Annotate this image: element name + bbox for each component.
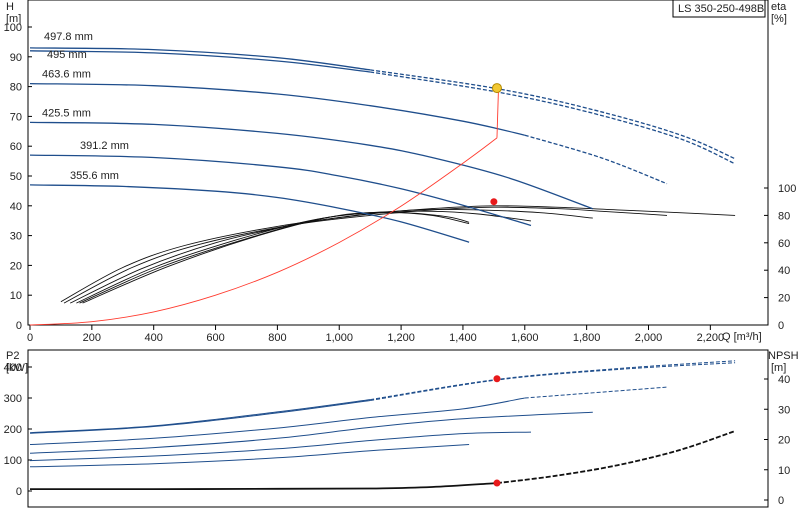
model-label: LS 350-250-498B [678, 3, 764, 15]
y-tick-label: 70 [10, 111, 22, 123]
npsh-axis-label-line1: NPSH [768, 350, 799, 362]
p2-tick-label: 300 [4, 393, 22, 405]
npsh-axis-label-line2: [m] [771, 362, 786, 374]
p2-tick-label: 200 [4, 424, 22, 436]
y-tick-label: 90 [10, 52, 22, 64]
x-tick-label: 800 [268, 332, 286, 344]
y-tick-label: 80 [10, 82, 22, 94]
x-axis-label: Q [m³/h] [722, 331, 762, 343]
power-curve-1-extended [370, 362, 736, 401]
head-curve-label: 425.5 mm [42, 107, 91, 119]
y2-tick-label: 80 [778, 210, 790, 222]
y2-tick-label: 60 [778, 238, 790, 250]
top-plot: 0 200 400 600 800 1,000 1,200 1,400 1,600 1,800 2,… [4, 0, 796, 344]
head-curve-4 [29, 154, 532, 227]
power-curve-3 [29, 411, 593, 454]
x-tick-label: 1,400 [449, 332, 477, 344]
top-plot-frame [27, 0, 769, 326]
system-curve-tail [496, 88, 499, 138]
head-curve-2-extended [524, 134, 668, 185]
npsh-tick-label: 0 [778, 495, 784, 507]
efficiency-curve-2 [70, 208, 593, 304]
operating-point-efficiency [490, 198, 498, 206]
head-curve-label: 355.6 mm [70, 170, 119, 182]
npsh-tick-label: 20 [778, 435, 790, 447]
y-tick-label: 50 [10, 171, 22, 183]
head-curve-2 [29, 82, 525, 136]
npsh-tick-label: 30 [778, 404, 790, 416]
npsh-tick-label: 40 [778, 374, 790, 386]
head-curve-1-extended [370, 71, 736, 165]
y-tick-label: 60 [10, 141, 22, 153]
x-tick-label: 2,200 [697, 332, 725, 344]
head-curve-label: 495 mm [47, 49, 87, 61]
p2-tick-label: 400 [4, 362, 22, 374]
y2-tick-label: 40 [778, 265, 790, 277]
p2-axis-label-line1: P2 [6, 350, 19, 362]
x-tick-label: 600 [206, 332, 224, 344]
p2-tick-label: 100 [4, 455, 22, 467]
system-curve [29, 137, 498, 326]
y-tick-label: 0 [16, 320, 22, 332]
y-tick-label: 100 [4, 22, 22, 34]
power-curve-5 [29, 444, 470, 468]
x-tick-label: 1,000 [325, 332, 353, 344]
x-tick-label: 1,200 [387, 332, 415, 344]
y-axis-label-line1: H [6, 1, 14, 13]
y-tick-label: 30 [10, 231, 22, 243]
efficiency-curve-5 [82, 211, 470, 304]
power-curve-2 [29, 397, 525, 445]
operating-point-npsh [493, 479, 501, 487]
x-tick-label: 2,000 [635, 332, 663, 344]
p2-axis-label-line2: [kW] [6, 362, 28, 374]
efficiency-curve-1 [63, 206, 668, 304]
npsh-tick-label: 10 [778, 465, 790, 477]
head-curve-3 [29, 121, 594, 210]
head-curve-5 [29, 184, 470, 243]
head-curve-label: 463.6 mm [42, 69, 91, 81]
head-curve-label: 391.2 mm [80, 140, 129, 152]
head-curve-label: 497.8 mm [44, 31, 93, 43]
y-axis-label-line2: [m] [6, 13, 21, 25]
npsh-curve [29, 482, 498, 491]
power-curve-4 [29, 431, 532, 462]
x-tick-label: 0 [27, 332, 33, 344]
y-tick-label: 40 [10, 201, 22, 213]
y2-tick-label: 20 [778, 293, 790, 305]
p2-tick-label: 0 [16, 486, 22, 498]
x-tick-label: 1,600 [511, 332, 539, 344]
operating-point-head [491, 83, 502, 94]
head-curve-0 [29, 47, 371, 71]
y2-axis-label-line2: [%] [771, 13, 787, 25]
y-tick-label: 20 [10, 260, 22, 272]
x-tick-label: 400 [145, 332, 163, 344]
power-curve-1 [29, 400, 371, 434]
y2-axis-label-line1: eta [771, 1, 787, 13]
y2-tick-label: 0 [778, 320, 784, 332]
y-tick-label: 10 [10, 290, 22, 302]
model-label-box: LS 350-250-498B [672, 0, 766, 18]
power-curve-0-extended [370, 360, 736, 401]
x-tick-label: 200 [83, 332, 101, 344]
operating-point-power [493, 375, 501, 383]
y2-tick-label: 100 [778, 183, 796, 195]
head-curve-1 [29, 50, 371, 73]
x-tick-label: 1,800 [573, 332, 601, 344]
npsh-curve-extended [496, 430, 736, 484]
power-curve-0 [29, 399, 371, 434]
bottom-plot: 0 100 200 300 400 0 10 20 30 40 P2 [kW] NPSH [m] [4, 349, 799, 508]
head-curve-0-extended [370, 69, 736, 160]
